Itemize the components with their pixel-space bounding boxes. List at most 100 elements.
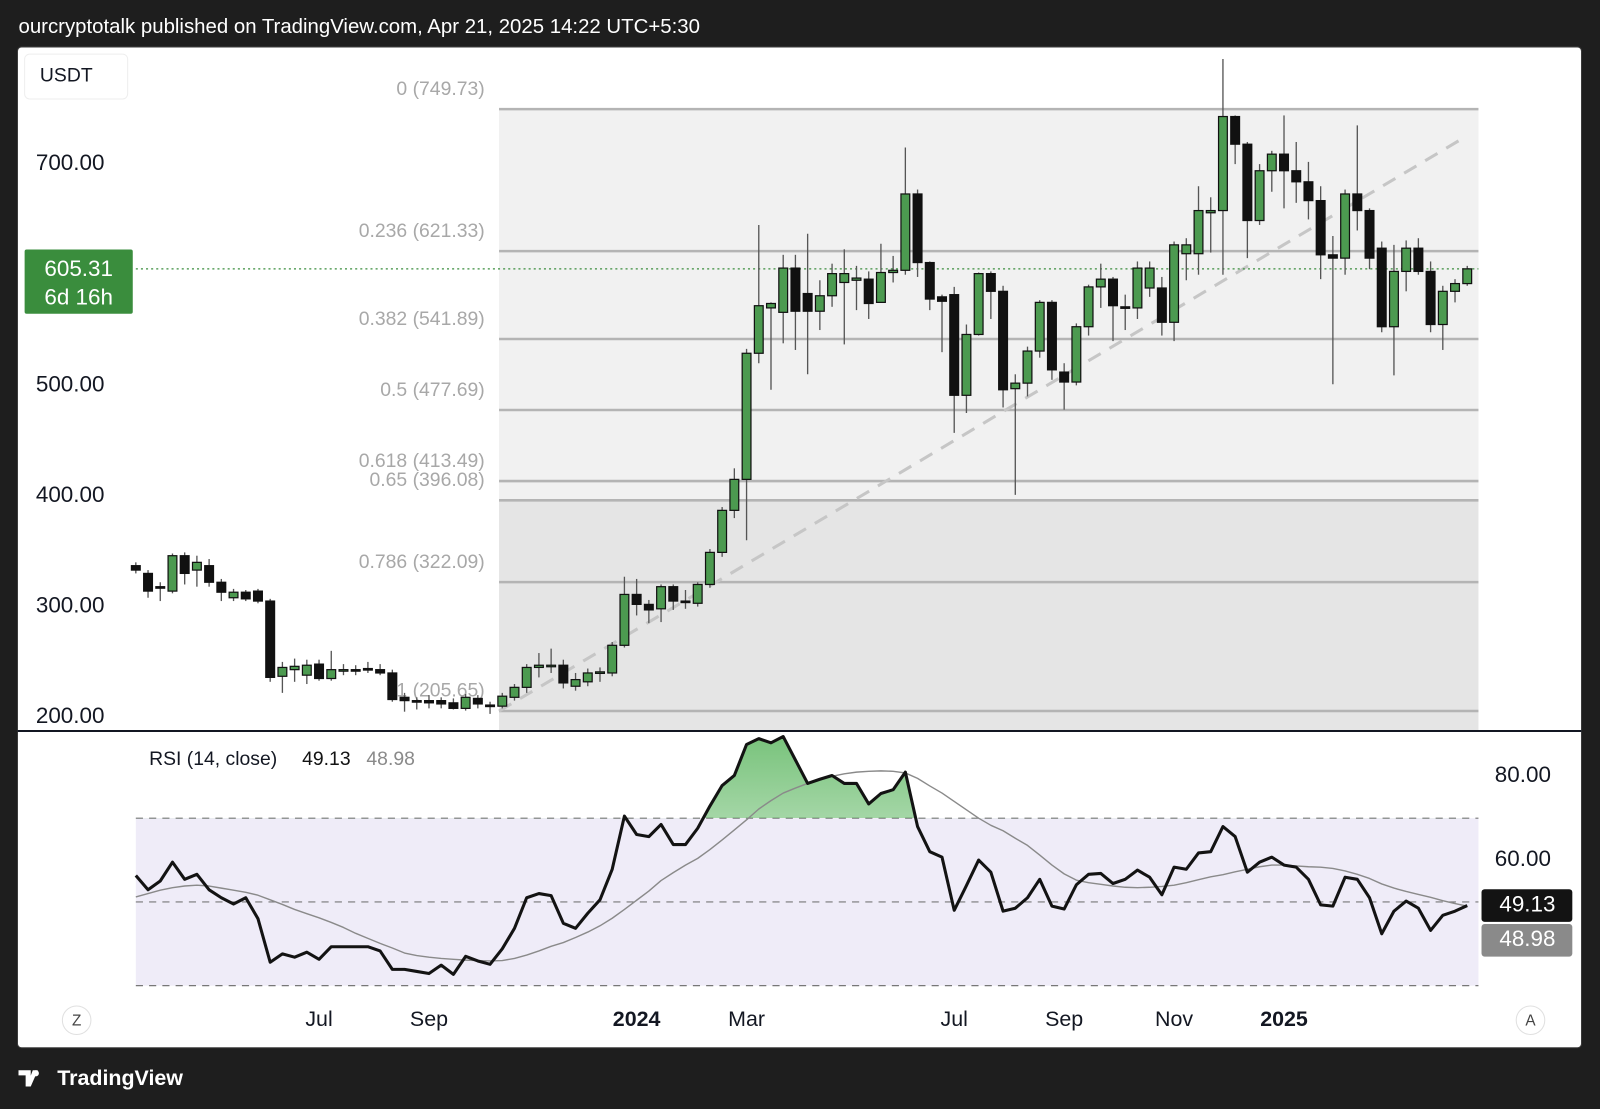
y-tick-label: 700.00 bbox=[36, 150, 105, 175]
candle-body-up bbox=[729, 478, 740, 511]
candle-body-up bbox=[851, 277, 862, 281]
candle-body-up bbox=[594, 671, 605, 675]
y-tick-label: 500.00 bbox=[36, 371, 105, 396]
x-tick-label: Jul bbox=[941, 1007, 968, 1031]
rsi-pane bbox=[134, 735, 1479, 987]
candle-body-up bbox=[765, 302, 777, 309]
fib-band bbox=[499, 481, 1479, 501]
currency-label[interactable]: USDT bbox=[40, 65, 93, 87]
rsi-badge bbox=[1481, 889, 1573, 922]
candle-body-up bbox=[228, 591, 239, 599]
candle-body-down bbox=[399, 696, 410, 702]
candle-body-up bbox=[1083, 286, 1094, 328]
candle-body-down bbox=[362, 667, 373, 671]
candle-body-up bbox=[1401, 247, 1412, 273]
candle-body-up bbox=[1034, 301, 1045, 352]
candle-body-up bbox=[167, 555, 178, 592]
rsi-badge-label: 49.13 bbox=[1499, 891, 1555, 916]
candle-body-down bbox=[912, 193, 923, 264]
auto-scale-label[interactable]: A bbox=[1525, 1012, 1536, 1029]
candle-body-up bbox=[497, 695, 508, 707]
candle-body-down bbox=[1059, 371, 1070, 383]
candle-body-up bbox=[1450, 282, 1461, 292]
candle-body-up bbox=[1095, 278, 1106, 288]
candle-body-up bbox=[570, 678, 581, 687]
rsi-overbought-fill bbox=[623, 736, 916, 819]
publish-header: ourcryptotalk published on TradingView.c… bbox=[18, 16, 699, 38]
candle-body-down bbox=[668, 586, 679, 602]
last-price-label: 605.31 bbox=[44, 256, 113, 281]
candle-body-up bbox=[619, 593, 630, 646]
candle-body-up bbox=[888, 269, 899, 274]
candle-body-down bbox=[802, 292, 813, 312]
candle-body-up bbox=[1132, 267, 1143, 309]
candle-body-up bbox=[1169, 244, 1180, 323]
candle-body-down bbox=[240, 591, 251, 600]
fib-level-label: 0.236 (621.33) bbox=[359, 220, 485, 242]
candle-body-up bbox=[1071, 326, 1082, 383]
candle-body-down bbox=[631, 593, 642, 605]
candle-body-up bbox=[582, 672, 593, 683]
rsi-y-tick-label: 60.00 bbox=[1495, 846, 1551, 871]
candle-body-down bbox=[143, 572, 154, 592]
candle-body-down bbox=[216, 581, 227, 593]
x-tick-label: 2025 bbox=[1260, 1007, 1308, 1031]
candle-body-up bbox=[607, 644, 618, 674]
fib-level-label: 0.65 (396.08) bbox=[369, 469, 484, 491]
candle-body-up bbox=[839, 273, 850, 284]
zoom-button[interactable] bbox=[61, 1005, 92, 1036]
candle-body-down bbox=[314, 663, 325, 680]
candle-body-down bbox=[1242, 143, 1253, 222]
candle-body-down bbox=[423, 700, 434, 704]
overlay: 700.00 500.00 400.00 300.00 200.00 605.31 6d 1… bbox=[24, 150, 1573, 1031]
candle-body-down bbox=[472, 697, 483, 705]
candle-body-up bbox=[827, 273, 838, 297]
rsi-line bbox=[134, 735, 1468, 976]
candle-body-down bbox=[1303, 181, 1314, 202]
rsi-title: RSI (14, close) bbox=[149, 748, 277, 770]
candle-body-up bbox=[191, 561, 202, 571]
candle-body-up bbox=[1193, 209, 1204, 255]
candle-body-down bbox=[1425, 270, 1436, 326]
fib-level-label: 1 (205.65) bbox=[396, 680, 484, 702]
candle-body-down bbox=[924, 261, 935, 300]
candle-body-down bbox=[252, 590, 263, 602]
x-tick-label: Sep bbox=[1045, 1007, 1083, 1031]
candle-body-down bbox=[436, 700, 447, 705]
brand-name: TradingView bbox=[57, 1066, 183, 1090]
candle-body-down bbox=[1364, 209, 1375, 259]
zoom-button-label[interactable]: Z bbox=[72, 1012, 81, 1029]
candle-body-down bbox=[1230, 115, 1241, 145]
currency-box[interactable] bbox=[24, 53, 129, 100]
candle-body-down bbox=[1107, 278, 1119, 307]
fib-band bbox=[499, 109, 1479, 252]
candle-body-up bbox=[521, 666, 532, 688]
candle-body-up bbox=[1340, 193, 1351, 259]
auto-scale-button[interactable] bbox=[1515, 1005, 1546, 1036]
candle-body-up bbox=[546, 664, 557, 668]
fib-trend-line bbox=[498, 134, 1469, 713]
candle-body-up bbox=[1181, 244, 1192, 255]
candle-body-down bbox=[643, 603, 654, 611]
fib-band bbox=[499, 710, 1479, 731]
candle-body-down bbox=[1046, 301, 1057, 371]
candle-body-down bbox=[448, 702, 459, 709]
candle-body-up bbox=[900, 193, 911, 271]
x-tick-label: Sep bbox=[410, 1007, 448, 1031]
candle-body-down bbox=[680, 600, 691, 604]
candle-body-up bbox=[1205, 209, 1216, 214]
candle-body-up bbox=[1217, 115, 1228, 212]
candle-body-down bbox=[1291, 170, 1302, 183]
y-tick-label: 400.00 bbox=[36, 482, 105, 507]
fib-band bbox=[499, 582, 1479, 711]
fib-level-label: 0.618 (413.49) bbox=[359, 450, 485, 472]
candle-body-down bbox=[1327, 254, 1338, 259]
candle-body-down bbox=[155, 586, 166, 589]
x-tick-label: 2024 bbox=[613, 1007, 661, 1031]
candle-body-up bbox=[277, 666, 288, 677]
fib-band bbox=[499, 251, 1479, 340]
fib-level-label: 0 (749.73) bbox=[396, 78, 484, 100]
candle-body-down bbox=[998, 290, 1009, 391]
candle-body-up bbox=[1022, 350, 1033, 384]
